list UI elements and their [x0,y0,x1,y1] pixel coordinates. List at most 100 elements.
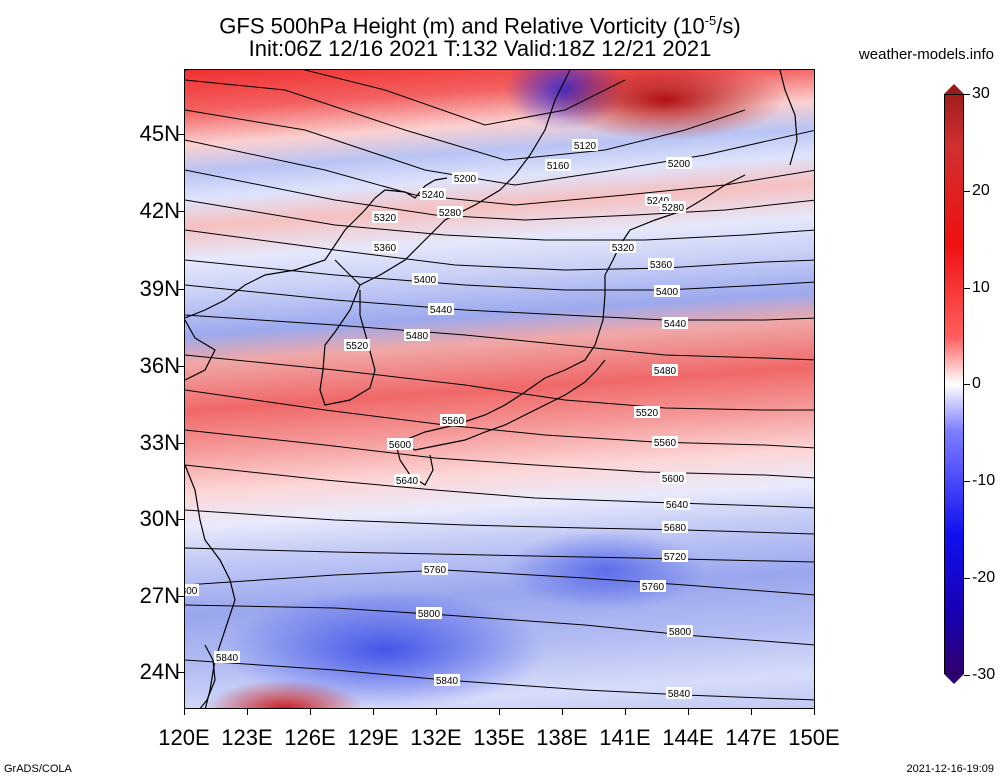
contour-label-bg [654,285,680,297]
contour-label-bg [652,364,678,376]
contour-label-5760: 5760 [642,582,665,593]
contour-label-5400: 5400 [656,287,679,298]
lon-label-138E: 138E [536,725,588,750]
contour-label-bg [422,563,448,575]
contour-label-bg [634,406,660,418]
coast-taiwan [199,644,216,708]
contour-label-5360: 5360 [374,243,397,254]
contour-5720 [185,547,814,563]
colorbar-min-arrow [944,674,964,684]
contour-label-bg [662,317,688,329]
lat-label-30N: 30N [139,506,180,531]
contour-label-bg [640,580,666,592]
contour-label-bg [185,584,199,596]
lat-label-36N: 36N [139,353,180,378]
contour-5400 [185,259,814,291]
contour-5600 [185,429,814,479]
contour-5560 [185,389,814,449]
contour-label-5800: 5800 [418,609,441,620]
coast-sakhalin [779,70,798,166]
colorbar-label--10: -10 [972,472,996,489]
coast-bohai [185,319,216,381]
contour-label-5200: 5200 [454,174,477,185]
lon-tick [814,709,815,715]
contour-label-bg [666,157,692,169]
contour-label-bg [660,201,686,213]
height-contours [185,70,814,701]
contour-label-5560: 5560 [654,438,677,449]
contour-label-5320: 5320 [374,213,397,224]
lon-label-150E: 150E [788,725,840,750]
lon-label-123E: 123E [221,725,273,750]
lat-label-27N: 27N [139,583,180,608]
contour-label-bg [545,159,571,171]
lon-label-144E: 144E [662,725,714,750]
contour-5200 [185,109,814,186]
contour-label-bg [416,607,442,619]
contour-label-bg [404,329,430,341]
contour-label-bg [428,303,454,315]
contour-5760 [185,569,814,596]
colorbar-tick [964,384,970,385]
lon-tick [688,709,689,715]
contour-label-5360: 5360 [650,260,673,271]
lon-tick [562,709,563,715]
lon-label-147E: 147E [725,725,777,750]
footer-software: GrADS/COLA [4,763,72,775]
lon-tick [373,709,374,715]
contour-5120 [185,70,626,126]
contour-label-bg [420,188,446,200]
contour-label-5400: 5400 [414,275,437,286]
colorbar-label--20: -20 [972,569,996,586]
contour-5800 [185,604,814,646]
contour-label-5280: 5280 [439,208,462,219]
contour-label-bg [344,339,370,351]
contour-label-5640: 5640 [666,500,689,511]
contour-label-bg [652,436,678,448]
contour-label-5440: 5440 [664,319,687,330]
lon-tick [751,709,752,715]
contour-5680 [185,509,814,535]
contour-label-5680: 5680 [664,523,687,534]
contour-label-bg [387,438,413,450]
contour-label-bg [610,241,636,253]
contour-5280 [185,169,814,221]
contour-label-5480: 5480 [654,366,677,377]
contour-label-5160: 5160 [547,161,570,172]
colorbar-label-20: 20 [972,182,990,199]
contour-label-bg [452,172,478,184]
colorbar-label-10: 10 [972,279,990,296]
contour-label-bg [434,674,460,686]
colorbar-tick [964,288,970,289]
contour-5240 [185,139,814,206]
lon-tick [436,709,437,715]
lat-label-33N: 33N [139,430,180,455]
lat-tick [178,519,184,520]
contour-label-bg [440,414,466,426]
contour-label-bg [662,521,688,533]
contour-label-5240: 5240 [647,196,670,207]
lon-tick [247,709,248,715]
contour-label-5840: 5840 [216,653,239,664]
lon-label-126E: 126E [284,725,336,750]
contour-label-bg [666,687,692,699]
contour-5320 [185,199,814,241]
lat-tick [178,211,184,212]
lon-label-132E: 132E [410,725,462,750]
contour-label-bg [648,258,674,270]
coast-honshu-south [399,359,606,451]
contour-label-5640: 5640 [396,476,419,487]
contour-label-5840: 5840 [436,676,459,687]
lat-tick [178,596,184,597]
site-watermark: weather-models.info [858,46,994,63]
contour-label-5440: 5440 [430,305,453,316]
lat-label-39N: 39N [139,276,180,301]
contour-5480 [185,314,814,361]
colorbar [944,94,964,674]
contour-label-bg [664,498,690,510]
contour-5440 [185,284,814,321]
footer-timestamp: 2021-12-16-19:09 [906,763,994,775]
contour-label-bg [214,651,240,663]
